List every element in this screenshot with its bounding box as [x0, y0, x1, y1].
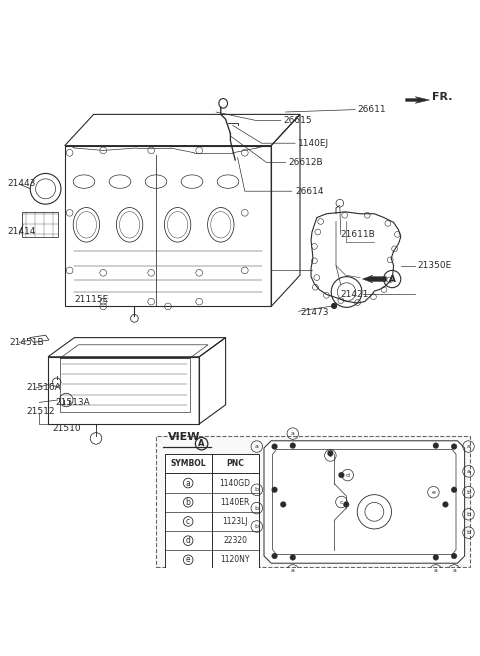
- Circle shape: [443, 502, 448, 507]
- Text: b: b: [186, 498, 191, 506]
- Polygon shape: [264, 441, 465, 564]
- Circle shape: [338, 472, 344, 478]
- Bar: [22, 212, 58, 237]
- Text: PNC: PNC: [226, 459, 244, 468]
- Text: 21611B: 21611B: [341, 230, 375, 239]
- Text: a: a: [467, 469, 470, 474]
- Polygon shape: [406, 96, 430, 104]
- Text: 21350E: 21350E: [418, 261, 452, 270]
- Text: 1120NY: 1120NY: [220, 556, 250, 564]
- Text: b: b: [255, 524, 259, 529]
- Text: c: c: [340, 499, 343, 504]
- Text: a: a: [434, 568, 438, 573]
- Text: e: e: [432, 490, 435, 495]
- Text: A: A: [389, 275, 396, 283]
- Text: d: d: [346, 472, 349, 478]
- Text: e: e: [186, 556, 191, 564]
- Text: A: A: [198, 439, 205, 448]
- Text: 1140ER: 1140ER: [220, 498, 250, 506]
- Text: 1123LJ: 1123LJ: [222, 517, 248, 526]
- Circle shape: [433, 443, 439, 449]
- Text: a: a: [291, 568, 295, 573]
- Polygon shape: [362, 276, 386, 283]
- Text: a: a: [291, 431, 295, 436]
- Text: FR.: FR.: [432, 92, 453, 102]
- Text: b: b: [467, 530, 470, 535]
- Circle shape: [343, 502, 349, 507]
- Text: VIEW: VIEW: [168, 432, 201, 441]
- Circle shape: [272, 553, 277, 559]
- Circle shape: [327, 451, 333, 456]
- Circle shape: [451, 487, 457, 493]
- Text: 21451B: 21451B: [10, 338, 44, 347]
- Text: 21421: 21421: [341, 290, 369, 299]
- Circle shape: [272, 443, 277, 449]
- Text: SYMBOL: SYMBOL: [170, 459, 206, 468]
- Bar: [156, 436, 470, 567]
- Text: b: b: [255, 487, 259, 492]
- Text: c: c: [186, 517, 190, 526]
- Text: 21115E: 21115E: [74, 295, 108, 304]
- Text: 21443: 21443: [7, 180, 36, 188]
- Text: d: d: [186, 536, 191, 545]
- Text: b: b: [467, 490, 470, 495]
- Circle shape: [433, 554, 439, 560]
- Text: 21513A: 21513A: [55, 398, 90, 407]
- Text: 26614: 26614: [295, 187, 324, 195]
- Bar: [165, 454, 259, 569]
- Text: a: a: [452, 568, 456, 573]
- Text: a: a: [255, 444, 259, 449]
- Text: 21473: 21473: [300, 308, 328, 317]
- Text: 22320: 22320: [223, 536, 247, 545]
- Text: 21414: 21414: [7, 228, 36, 237]
- Text: b: b: [467, 512, 470, 517]
- Bar: [65, 146, 271, 306]
- Text: 21516A: 21516A: [26, 384, 61, 392]
- Text: 21510: 21510: [53, 424, 82, 434]
- Circle shape: [332, 304, 336, 308]
- Circle shape: [451, 553, 457, 559]
- Text: b: b: [255, 506, 259, 510]
- Circle shape: [290, 554, 296, 560]
- Text: 21512: 21512: [26, 407, 55, 417]
- Circle shape: [290, 443, 296, 449]
- Text: 26611: 26611: [358, 105, 386, 114]
- Text: 1140GD: 1140GD: [220, 478, 251, 487]
- Circle shape: [272, 487, 277, 493]
- Text: a: a: [467, 444, 470, 449]
- Text: a: a: [186, 478, 191, 487]
- Text: 26612B: 26612B: [288, 158, 323, 167]
- Text: 1140EJ: 1140EJ: [298, 138, 329, 148]
- Text: 26615: 26615: [283, 116, 312, 125]
- Circle shape: [280, 502, 286, 507]
- Text: c: c: [329, 453, 332, 458]
- Circle shape: [451, 443, 457, 449]
